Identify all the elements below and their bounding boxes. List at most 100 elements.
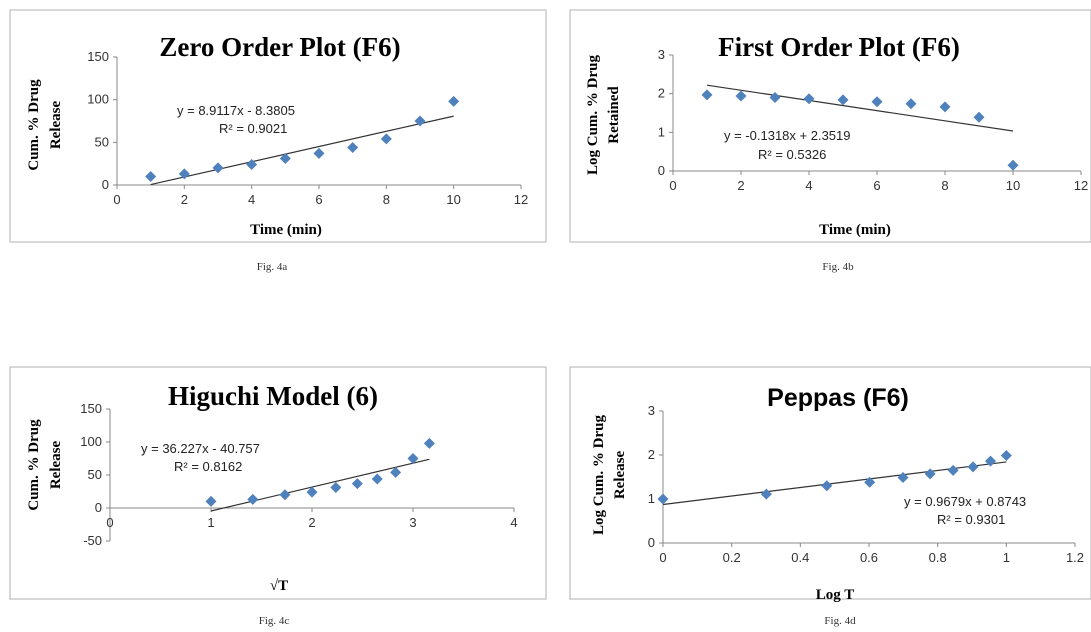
x-axis-label: Time (min) <box>819 222 891 238</box>
y-tick-label: 0 <box>102 177 109 192</box>
data-point <box>414 115 426 127</box>
x-tick-label: 0 <box>113 192 120 207</box>
y-axis-label-line1: Log Cum. % Drug <box>591 415 607 536</box>
x-axis-label: Time (min) <box>250 222 322 238</box>
chart-title: Higuchi Model (6) <box>168 381 378 411</box>
data-point <box>769 92 781 104</box>
data-point <box>351 478 363 490</box>
x-tick-label: 12 <box>1074 178 1088 193</box>
y-tick-label: 150 <box>87 49 109 64</box>
r-squared-label: R² = 0.5326 <box>758 147 826 162</box>
y-axis-label-line2: Retained <box>606 86 622 144</box>
data-point <box>407 453 419 464</box>
y-tick-label: 0 <box>95 500 102 515</box>
x-axis-label: Log T <box>816 587 855 603</box>
y-tick-label: -50 <box>83 533 102 548</box>
data-point <box>760 488 772 500</box>
figure-caption: Fig. 4a <box>257 261 288 273</box>
chart-frame <box>569 9 1091 243</box>
chart-1: 0 50 100 150 0 2 4 6 8 10 12 Zero Order Plot (F6) y … <box>9 9 547 273</box>
data-point <box>1007 159 1019 171</box>
x-tick-label: 0.2 <box>723 550 741 565</box>
data-point <box>371 473 383 485</box>
data-point <box>947 464 959 476</box>
data-point <box>967 461 979 473</box>
data-point <box>423 437 435 449</box>
chart-frame <box>9 366 547 600</box>
y-tick-label: 50 <box>95 134 109 149</box>
x-tick-label: 3 <box>409 515 416 530</box>
figure-caption: Fig. 4c <box>259 615 290 627</box>
data-point <box>178 168 190 180</box>
x-tick-label: 0.4 <box>791 550 809 565</box>
trendline-equation: y = 8.9117x - 8.3805 <box>177 103 295 118</box>
data-point <box>247 493 259 505</box>
data-point <box>821 480 833 492</box>
data-point <box>897 471 909 483</box>
y-tick-label: 1 <box>658 124 665 139</box>
x-tick-label: 2 <box>181 192 188 207</box>
data-point <box>279 489 291 501</box>
x-tick-label: 1 <box>207 515 214 530</box>
y-axis-label-line1: Log Cum. % Drug <box>585 55 601 176</box>
figure-caption: Fig. 4d <box>824 615 856 627</box>
x-tick-label: 0 <box>659 550 666 565</box>
x-tick-label: 0 <box>669 178 676 193</box>
data-point <box>313 147 325 159</box>
x-tick-label: 10 <box>446 192 460 207</box>
x-tick-label: 6 <box>315 192 322 207</box>
chart-frame <box>9 9 547 243</box>
y-tick-label: 0 <box>658 163 665 178</box>
data-point <box>306 486 318 498</box>
trendline-equation: y = 0.9679x + 0.8743 <box>904 494 1026 509</box>
data-point <box>973 111 985 123</box>
y-axis-label-line1: Cum. % Drug <box>26 419 42 511</box>
chart-title: First Order Plot (F6) <box>718 32 960 62</box>
x-axis-label: √T <box>270 578 288 594</box>
r-squared-label: R² = 0.9301 <box>937 512 1005 527</box>
data-point <box>380 133 392 145</box>
y-tick-label: 100 <box>80 434 102 449</box>
data-point <box>145 170 157 182</box>
y-tick-label: 50 <box>88 467 102 482</box>
x-tick-label: 0 <box>106 515 113 530</box>
figure-caption: Fig. 4b <box>822 261 854 273</box>
x-tick-label: 2 <box>308 515 315 530</box>
trendline <box>706 84 1014 132</box>
y-axis-label-line1: Cum. % Drug <box>26 79 42 171</box>
x-tick-label: 1.2 <box>1066 550 1084 565</box>
x-tick-label: 12 <box>514 192 528 207</box>
x-tick-label: 2 <box>737 178 744 193</box>
x-tick-label: 1 <box>1003 550 1010 565</box>
data-point <box>939 101 951 113</box>
trendline-equation: y = -0.1318x + 2.3519 <box>724 128 850 143</box>
data-point <box>864 476 876 488</box>
data-point <box>657 493 669 505</box>
data-point <box>924 468 936 480</box>
y-tick-label: 0 <box>648 535 655 550</box>
chart-title: Peppas (F6) <box>767 384 909 412</box>
y-tick-label: 3 <box>648 403 655 418</box>
data-point <box>871 96 883 108</box>
y-tick-label: 2 <box>648 447 655 462</box>
y-tick-label: 100 <box>87 92 109 107</box>
y-tick-label: 1 <box>648 491 655 506</box>
chart-title: Zero Order Plot (F6) <box>159 32 400 62</box>
data-point <box>905 98 917 110</box>
data-point <box>701 89 713 101</box>
y-tick-label: 2 <box>658 86 665 101</box>
data-point <box>390 466 402 478</box>
x-tick-label: 4 <box>510 515 517 530</box>
data-point <box>1000 449 1012 461</box>
data-point <box>985 455 997 467</box>
data-point <box>279 153 291 165</box>
x-tick-label: 8 <box>383 192 390 207</box>
data-point <box>803 93 815 105</box>
trendline <box>150 115 454 186</box>
data-point <box>212 162 224 174</box>
x-tick-label: 4 <box>805 178 812 193</box>
x-tick-label: 4 <box>248 192 255 207</box>
data-point <box>448 95 460 107</box>
data-point <box>330 482 342 494</box>
